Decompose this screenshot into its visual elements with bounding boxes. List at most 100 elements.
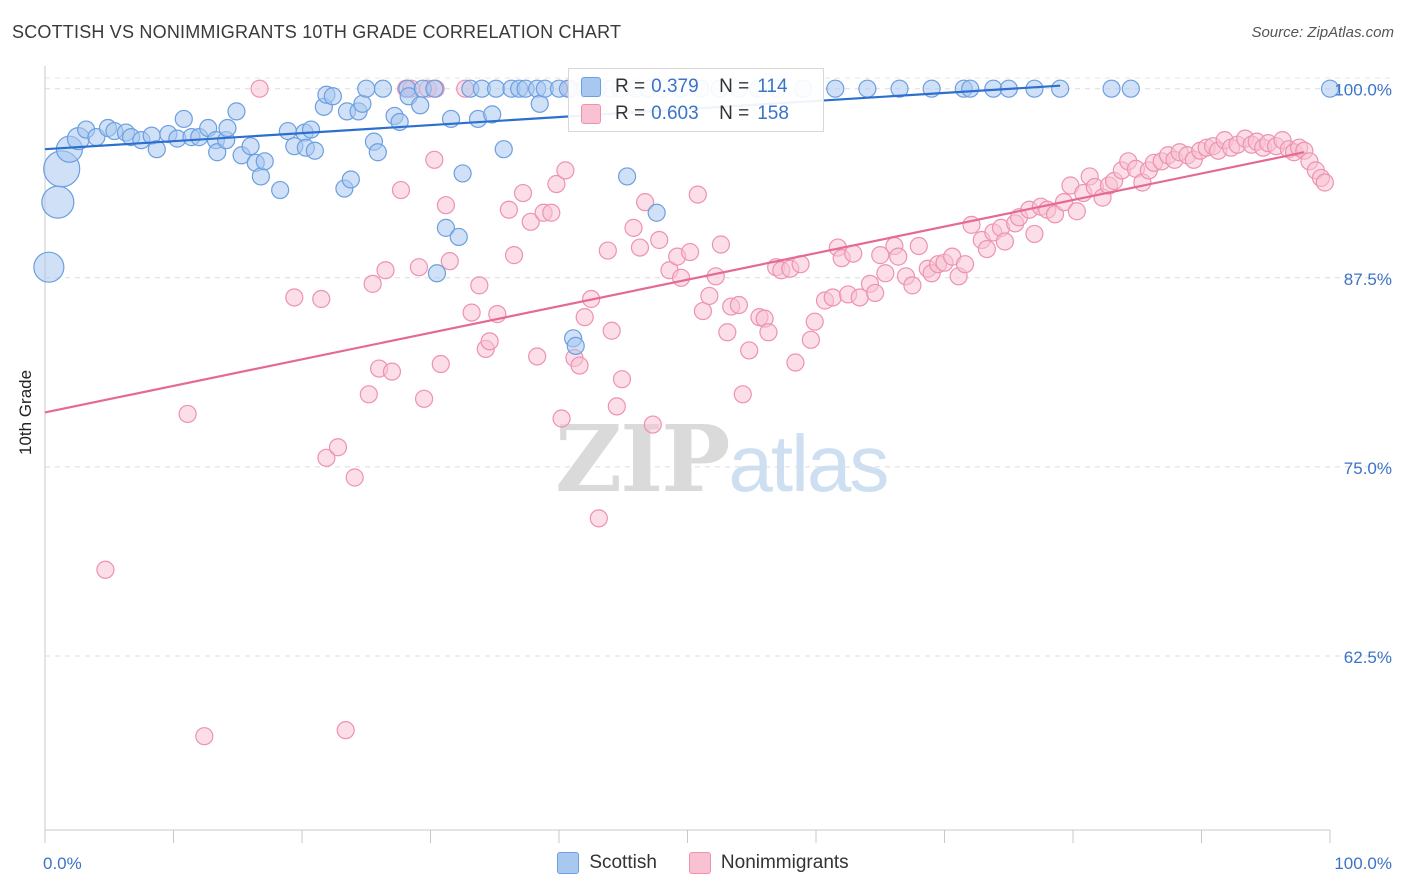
legend-row-scottish: R = 0.379 N = 114 — [581, 75, 788, 99]
data-point-nonimmigrants — [823, 288, 842, 307]
data-point-scottish — [41, 185, 75, 219]
data-point-nonimmigrants — [903, 276, 922, 295]
x-tick-label: 0.0% — [43, 854, 82, 873]
data-point-nonimmigrants — [602, 321, 621, 340]
data-point-scottish — [436, 218, 456, 237]
data-point-scottish — [368, 143, 387, 162]
legend-item-nonimmigrants[interactable]: Nonimmigrants — [688, 852, 849, 874]
data-point-nonimmigrants — [250, 79, 269, 98]
data-point-nonimmigrants — [195, 727, 214, 746]
data-point-scottish — [1320, 79, 1340, 98]
n-value: 158 — [757, 103, 789, 124]
data-point-nonimmigrants — [414, 389, 434, 408]
data-point-nonimmigrants — [409, 258, 429, 277]
data-point-nonimmigrants — [598, 241, 617, 260]
data-point-nonimmigrants — [866, 283, 885, 303]
data-point-nonimmigrants — [801, 330, 820, 349]
data-point-nonimmigrants — [688, 185, 707, 204]
data-point-scottish — [427, 264, 447, 283]
data-point-nonimmigrants — [607, 397, 626, 416]
data-point-scottish — [208, 143, 227, 162]
data-point-nonimmigrants — [542, 203, 561, 222]
data-point-scottish — [357, 79, 376, 98]
trend-line-scottish — [44, 84, 1061, 151]
data-point-nonimmigrants — [706, 267, 725, 286]
data-point-nonimmigrants — [650, 230, 669, 250]
data-point-nonimmigrants — [1045, 205, 1065, 224]
data-point-nonimmigrants — [740, 341, 759, 360]
data-point-scottish — [618, 167, 637, 186]
data-point-nonimmigrants — [552, 409, 571, 428]
data-point-nonimmigrants — [547, 174, 566, 194]
data-point-nonimmigrants — [589, 509, 608, 528]
data-point-scottish — [425, 79, 444, 98]
data-point-scottish — [453, 164, 472, 183]
trend-line-nonimmigrants — [44, 151, 1305, 414]
data-point-nonimmigrants — [876, 264, 895, 283]
data-point-nonimmigrants — [1067, 202, 1086, 221]
watermark-zip: ZIP — [555, 405, 730, 513]
data-point-scottish — [227, 102, 246, 121]
legend-label-scottish: Scottish — [589, 852, 657, 873]
r-label: R = — [615, 76, 646, 97]
data-point-scottish — [483, 105, 502, 124]
trend-lines — [44, 84, 1305, 414]
data-point-scottish — [174, 109, 193, 129]
data-point-scottish — [147, 140, 166, 159]
data-point-nonimmigrants — [312, 289, 331, 309]
data-point-nonimmigrants — [391, 180, 411, 200]
data-point-nonimmigrants — [575, 308, 594, 327]
data-point-nonimmigrants — [718, 323, 737, 342]
series-legend: Scottish Nonimmigrants — [0, 852, 1406, 874]
data-point-nonimmigrants — [363, 274, 382, 293]
data-point-nonimmigrants — [711, 235, 731, 254]
data-point-nonimmigrants — [889, 247, 908, 266]
data-point-nonimmigrants — [382, 362, 402, 381]
data-point-nonimmigrants — [521, 212, 540, 231]
r-value: 0.603 — [651, 103, 699, 124]
data-point-nonimmigrants — [440, 252, 459, 271]
data-point-scottish — [251, 167, 270, 186]
data-point-scottish — [255, 152, 274, 171]
data-point-scottish — [33, 251, 65, 283]
scottish-swatch — [557, 852, 580, 874]
data-point-nonimmigrants — [470, 276, 489, 295]
data-point-nonimmigrants — [700, 286, 719, 306]
nonimmigrants-swatch — [688, 852, 711, 874]
nonimmigrants-swatch — [581, 104, 601, 124]
legend-row-nonimmigrants: R = 0.603 N = 158 — [581, 102, 789, 126]
data-point-scottish — [566, 336, 585, 355]
y-tick-label: 87.5% — [1344, 270, 1392, 289]
scottish-points — [33, 79, 1340, 355]
data-point-nonimmigrants — [513, 183, 533, 203]
data-point-nonimmigrants — [729, 295, 749, 315]
data-point-scottish — [530, 94, 549, 113]
data-point-scottish — [494, 140, 513, 159]
data-point-scottish — [278, 121, 297, 141]
data-point-nonimmigrants — [733, 385, 752, 404]
data-point-nonimmigrants — [570, 356, 589, 375]
tick-labels: 100.0% 87.5% 75.0% 62.5% 0.0% 100.0% — [43, 81, 1392, 873]
source-credit: Source: ZipAtlas.com — [1251, 24, 1394, 41]
data-point-scottish — [858, 79, 877, 98]
data-point-scottish — [301, 120, 321, 139]
data-point-nonimmigrants — [1025, 224, 1044, 244]
data-point-nonimmigrants — [376, 261, 395, 280]
data-point-scottish — [305, 141, 324, 160]
scottish-swatch — [581, 77, 601, 97]
data-point-nonimmigrants — [336, 721, 355, 740]
data-point-scottish — [411, 96, 430, 115]
data-point-scottish — [486, 79, 506, 98]
legend-item-scottish[interactable]: Scottish — [557, 852, 657, 874]
data-point-scottish — [647, 203, 666, 222]
data-point-nonimmigrants — [612, 370, 632, 389]
y-tick-label: 75.0% — [1344, 459, 1392, 478]
data-point-nonimmigrants — [285, 288, 304, 307]
data-point-nonimmigrants — [556, 161, 575, 180]
data-point-nonimmigrants — [909, 236, 928, 256]
data-point-nonimmigrants — [977, 239, 997, 259]
data-point-nonimmigrants — [462, 303, 481, 322]
data-point-nonimmigrants — [635, 193, 655, 212]
data-point-nonimmigrants — [317, 448, 336, 467]
